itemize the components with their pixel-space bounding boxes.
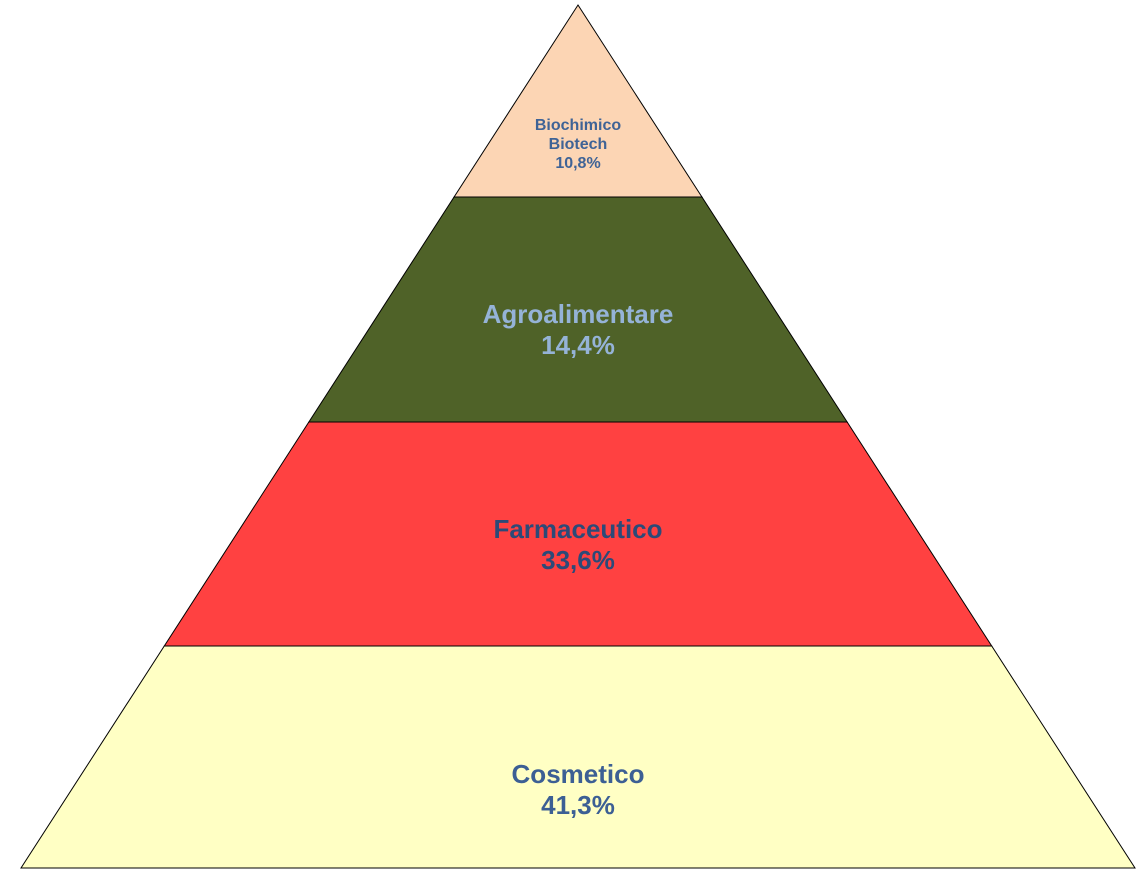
layer-label: Agroalimentare 14,4% — [378, 299, 778, 361]
layer-label: Biochimico Biotech 10,8% — [508, 116, 648, 174]
layer-name: Cosmetico — [511, 758, 645, 789]
layer-value: 14,4% — [541, 330, 615, 360]
pyramid-layer — [20, 645, 1136, 869]
layer-name: Agroalimentare — [482, 298, 674, 329]
layer-label: Farmaceutico 33,6% — [378, 514, 778, 576]
layer-name: Farmaceutico — [493, 513, 663, 544]
layer-label: Cosmetico 41,3% — [378, 759, 778, 821]
layer-value: 33,6% — [541, 545, 615, 575]
layer-value: 10,8% — [555, 155, 601, 173]
layer-name: Biochimico Biotech — [534, 117, 622, 154]
layer-value: 41,3% — [541, 790, 615, 820]
